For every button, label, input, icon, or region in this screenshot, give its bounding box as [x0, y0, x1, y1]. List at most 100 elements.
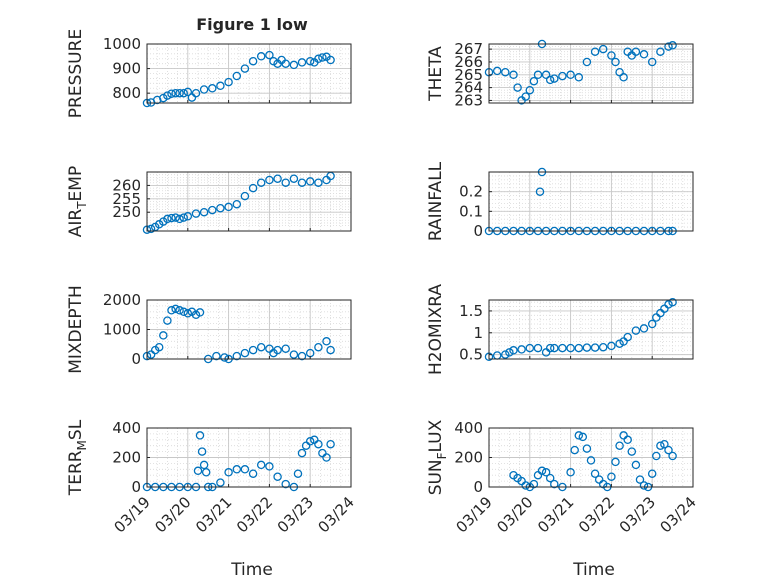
data-point [191, 88, 201, 98]
data-point [533, 343, 543, 353]
y-tick-label: 0.2 [459, 183, 483, 201]
data-point [578, 432, 588, 442]
data-point [201, 468, 211, 477]
data-point [545, 473, 555, 483]
data-point [590, 343, 600, 352]
data-point [529, 76, 539, 86]
data-point [529, 479, 539, 489]
data-point [574, 431, 584, 440]
data-point [318, 53, 327, 62]
data-point [248, 56, 258, 66]
data-point [273, 174, 282, 183]
data-point [652, 451, 661, 461]
data-point [631, 326, 641, 335]
data-point [668, 41, 677, 50]
y-tick-label: 266 [454, 53, 483, 71]
data-point [171, 213, 180, 222]
data-point [607, 51, 616, 60]
data-point [505, 348, 514, 357]
data-point [197, 447, 207, 456]
y-tick-label: 400 [454, 419, 483, 437]
data-point [566, 468, 575, 477]
data-point [171, 304, 180, 314]
y-tick-label: 250 [112, 203, 141, 221]
data-point [297, 178, 307, 187]
data-point [297, 351, 307, 361]
data-point [656, 441, 665, 450]
axes-box [146, 171, 352, 232]
data-point [256, 52, 266, 61]
data-point [668, 451, 677, 461]
data-point [541, 70, 551, 80]
y-tick-label: 400 [112, 419, 141, 437]
data-point [631, 460, 641, 470]
data-point [314, 342, 323, 352]
data-point [611, 457, 620, 467]
data-point [558, 343, 567, 353]
data-point [297, 58, 307, 67]
subplot-mixdepth: 0 1000 2000 MIXDEPTH [66, 285, 352, 374]
data-point [232, 71, 242, 81]
data-point [183, 212, 193, 221]
data-point [623, 435, 632, 445]
y-tick-label: 260 [112, 176, 141, 194]
data-point [314, 178, 323, 187]
data-point [545, 343, 555, 353]
data-point [326, 439, 335, 449]
data-point [647, 469, 657, 478]
data-point [159, 331, 168, 340]
data-point [305, 177, 315, 186]
y-tick-label: 2000 [103, 291, 141, 309]
subplot-h2omixra: 0.5 1 1.5 H2OMIXRA [426, 284, 694, 375]
data-point [179, 307, 188, 317]
data-point [199, 207, 209, 217]
data-point [216, 478, 225, 487]
data-point [256, 178, 266, 187]
data-point [256, 342, 266, 352]
data-point [598, 342, 608, 352]
data-point [240, 465, 250, 474]
data-point [293, 469, 303, 478]
y-tick-label: 263 [454, 91, 483, 109]
data-point [167, 213, 176, 223]
data-point [163, 316, 172, 325]
y-axis-label: THETA [426, 46, 446, 102]
y-tick-label: 255 [112, 190, 141, 208]
y-tick-label: 0 [131, 478, 141, 496]
data-point [224, 468, 233, 477]
data-point [501, 67, 510, 77]
data-point [607, 472, 616, 481]
axes-box [488, 171, 694, 232]
data-point [326, 345, 335, 355]
data-point [212, 351, 221, 361]
data-point [615, 441, 624, 450]
data-point [232, 199, 242, 209]
data-point [656, 47, 665, 56]
data-point [550, 343, 559, 353]
data-point [664, 42, 673, 51]
data-point [558, 71, 567, 81]
data-point [240, 64, 250, 73]
data-point [582, 343, 592, 352]
y-tick-label: 267 [454, 40, 483, 58]
data-point [183, 87, 193, 97]
data-point [535, 187, 545, 196]
y-tick-label: 1.5 [459, 302, 483, 320]
subplot-terr_msl: 0200400TERRMSL03/1903/2003/2103/2203/230… [66, 419, 358, 536]
data-point [199, 460, 209, 470]
data-point [171, 88, 180, 98]
y-axis-label: TERRMSL [66, 419, 89, 496]
data-point [199, 85, 209, 94]
data-point [281, 59, 290, 68]
y-tick-label: 0.5 [459, 346, 483, 364]
data-point [509, 346, 518, 355]
data-point [248, 183, 258, 193]
y-tick-label: 900 [112, 60, 141, 78]
data-point [232, 465, 242, 474]
data-point [273, 472, 282, 481]
data-point [208, 205, 217, 215]
data-point [517, 345, 526, 354]
